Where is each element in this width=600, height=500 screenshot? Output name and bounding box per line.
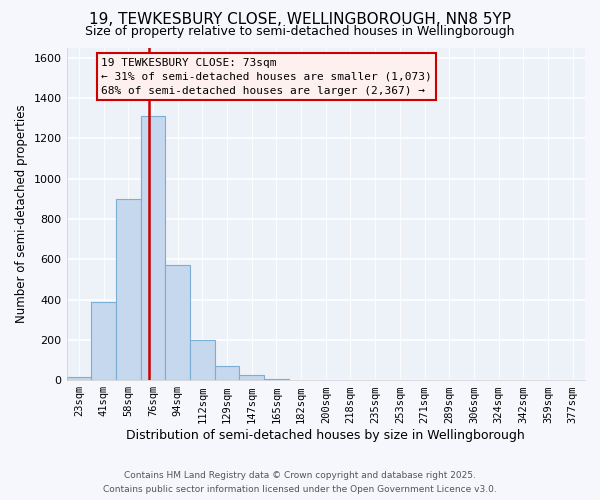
Bar [67,377,91,380]
X-axis label: Distribution of semi-detached houses by size in Wellingborough: Distribution of semi-detached houses by … [127,430,525,442]
Text: Size of property relative to semi-detached houses in Wellingborough: Size of property relative to semi-detach… [85,25,515,38]
Bar [91,302,116,380]
Bar [165,266,190,380]
Bar [239,375,264,380]
Text: Contains HM Land Registry data © Crown copyright and database right 2025.
Contai: Contains HM Land Registry data © Crown c… [103,472,497,494]
Y-axis label: Number of semi-detached properties: Number of semi-detached properties [15,104,28,323]
Text: 19, TEWKESBURY CLOSE, WELLINGBOROUGH, NN8 5YP: 19, TEWKESBURY CLOSE, WELLINGBOROUGH, NN… [89,12,511,28]
Bar [116,198,140,380]
Bar [264,379,289,380]
Bar [140,116,165,380]
Text: 19 TEWKESBURY CLOSE: 73sqm
← 31% of semi-detached houses are smaller (1,073)
68%: 19 TEWKESBURY CLOSE: 73sqm ← 31% of semi… [101,58,432,96]
Bar [215,366,239,380]
Bar [190,340,215,380]
